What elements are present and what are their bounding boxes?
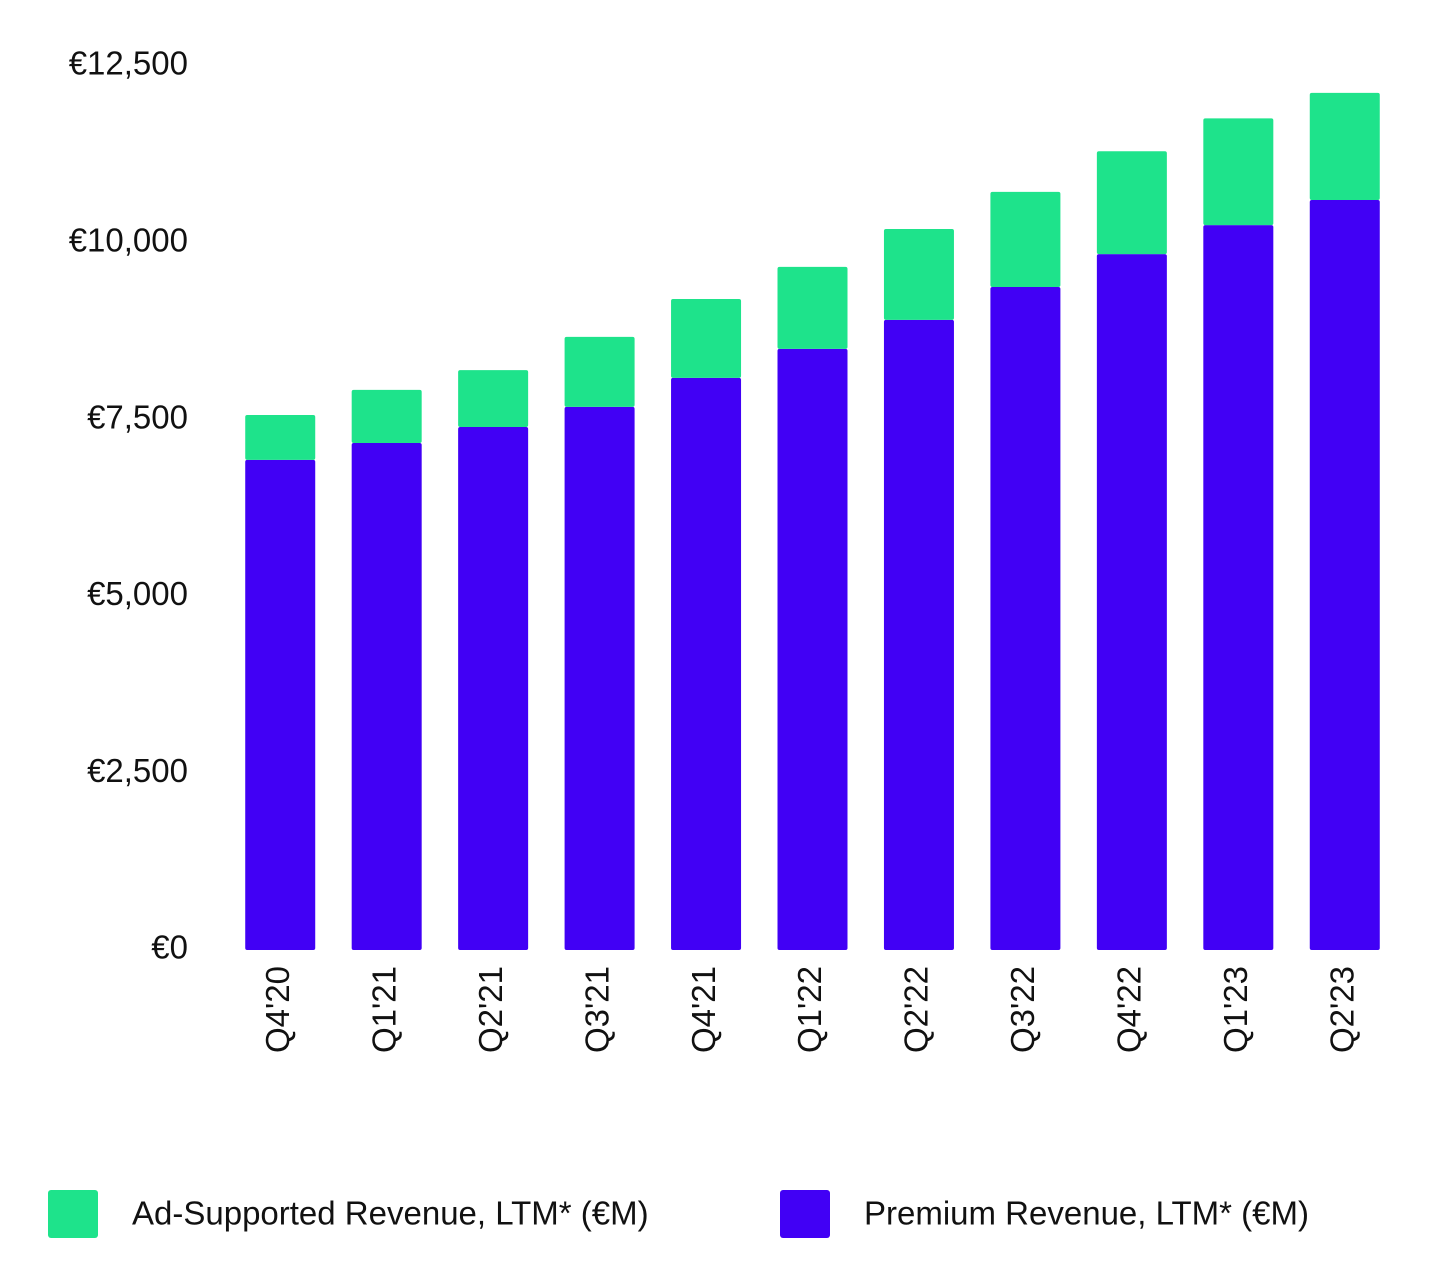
bar-segment: [883, 319, 954, 951]
bar-segment: [458, 427, 529, 950]
bar-segment: [1309, 200, 1380, 950]
y-tick-label: €0: [151, 929, 188, 966]
bar-segment: [351, 442, 422, 950]
bar-segment: [351, 389, 422, 443]
x-tick-label: Q1'21: [365, 966, 402, 1053]
x-tick-label: Q2'21: [472, 966, 509, 1053]
legend-label: Premium Revenue, LTM* (€M): [864, 1195, 1309, 1232]
bar-segment: [245, 459, 316, 950]
bar-segment: [671, 299, 742, 378]
bar-segment: [990, 287, 1061, 950]
legend-label: Ad-Supported Revenue, LTM* (€M): [132, 1195, 649, 1232]
x-tick-label: Q4'22: [1111, 966, 1148, 1053]
bar-segment: [1096, 254, 1167, 950]
bar-segment: [1203, 225, 1274, 950]
x-tick-label: Q3'22: [1004, 966, 1041, 1053]
x-tick-label: Q1'22: [791, 966, 828, 1053]
x-tick-label: Q4'21: [685, 966, 722, 1053]
bar-segment: [564, 336, 635, 407]
bar-segment: [245, 415, 316, 460]
y-tick-label: €7,500: [87, 398, 188, 435]
bar-segment: [1309, 92, 1380, 201]
x-tick-label: Q1'23: [1217, 966, 1254, 1053]
y-tick-label: €2,500: [87, 752, 188, 789]
x-tick-label: Q2'23: [1323, 966, 1360, 1053]
bar-segment: [671, 377, 742, 950]
x-tick-label: Q2'22: [898, 966, 935, 1053]
bar-segment: [458, 370, 529, 428]
legend-swatch: [780, 1190, 830, 1238]
bar-segment: [883, 229, 954, 320]
x-tick-label: Q3'21: [578, 966, 615, 1053]
y-tick-label: €10,000: [69, 222, 188, 259]
x-tick-label: Q4'20: [259, 966, 296, 1053]
bar-segment: [1096, 151, 1167, 255]
bar-segment: [1203, 118, 1274, 226]
bar-segment: [777, 266, 848, 349]
y-tick-label: €5,000: [87, 575, 188, 612]
bar-segment: [777, 348, 848, 950]
bar-segment: [564, 406, 635, 951]
y-tick-label: €12,500: [69, 45, 188, 82]
bar-segment: [990, 191, 1061, 287]
legend-swatch: [48, 1190, 98, 1238]
